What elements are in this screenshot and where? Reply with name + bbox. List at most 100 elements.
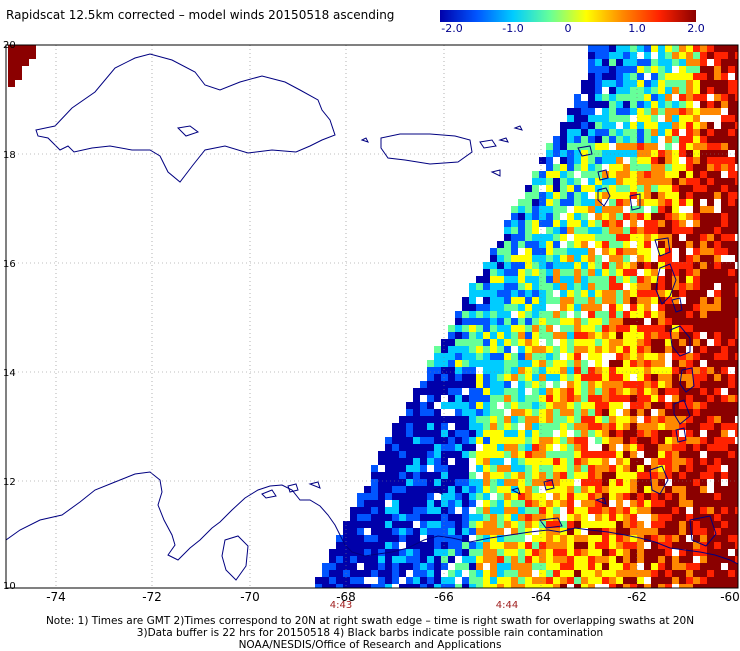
wind-cell: [574, 381, 581, 388]
wind-cell: [490, 388, 497, 395]
wind-cell: [707, 192, 714, 199]
wind-cell: [469, 451, 476, 458]
wind-cell: [476, 416, 483, 423]
wind-cell: [539, 220, 546, 227]
wind-cell: [539, 353, 546, 360]
wind-cell: [504, 416, 511, 423]
wind-cell: [623, 423, 630, 430]
wind-cell: [700, 255, 707, 262]
wind-cell: [581, 80, 588, 87]
wind-cell: [441, 528, 448, 535]
wind-cell: [651, 514, 658, 521]
wind-cell: [504, 290, 511, 297]
wind-cell: [700, 556, 707, 563]
wind-cell: [728, 332, 735, 339]
wind-cell: [609, 87, 616, 94]
wind-cell: [700, 542, 707, 549]
wind-cell: [413, 570, 420, 577]
wind-cell: [574, 360, 581, 367]
wind-cell: [581, 276, 588, 283]
wind-cell: [469, 577, 476, 584]
wind-cell: [462, 409, 469, 416]
wind-cell: [371, 521, 378, 528]
wind-cell: [581, 514, 588, 521]
wind-cell: [658, 248, 665, 255]
wind-cell: [595, 416, 602, 423]
wind-cell: [518, 360, 525, 367]
wind-cell: [532, 423, 539, 430]
wind-cell: [693, 52, 700, 59]
wind-cell: [532, 234, 539, 241]
wind-cell: [497, 332, 504, 339]
wind-cell: [434, 514, 441, 521]
wind-cell: [672, 430, 679, 437]
wind-cell: [427, 479, 434, 486]
wind-cell: [455, 500, 462, 507]
wind-cell: [336, 577, 343, 584]
wind-cell: [546, 444, 553, 451]
wind-cell: [511, 332, 518, 339]
wind-cell: [707, 458, 714, 465]
wind-cell: [476, 479, 483, 486]
wind-cell: [644, 479, 651, 486]
wind-cell: [735, 115, 738, 122]
wind-cell: [483, 479, 490, 486]
wind-cell: [623, 136, 630, 143]
wind-cell: [595, 185, 602, 192]
wind-cell: [651, 528, 658, 535]
wind-cell: [574, 129, 581, 136]
wind-cell: [504, 423, 511, 430]
wind-cell: [560, 332, 567, 339]
wind-cell: [707, 178, 714, 185]
wind-cell: [609, 423, 616, 430]
wind-cell: [609, 360, 616, 367]
wind-cell: [658, 360, 665, 367]
wind-cell: [686, 94, 693, 101]
wind-cell: [525, 409, 532, 416]
wind-cell: [532, 269, 539, 276]
wind-cell: [665, 269, 672, 276]
wind-cell: [609, 465, 616, 472]
wind-cell: [630, 346, 637, 353]
wind-cell: [602, 192, 609, 199]
wind-cell: [560, 416, 567, 423]
wind-cell: [679, 290, 686, 297]
wind-cell: [700, 45, 707, 52]
wind-cell: [455, 514, 462, 521]
wind-cell: [644, 486, 651, 493]
wind-cell: [623, 276, 630, 283]
wind-cell: [672, 80, 679, 87]
wind-cell: [714, 423, 721, 430]
wind-cell: [518, 374, 525, 381]
wind-cell: [665, 556, 672, 563]
wind-cell: [672, 241, 679, 248]
wind-cell: [588, 535, 595, 542]
wind-cell: [364, 535, 371, 542]
wind-cell: [574, 556, 581, 563]
wind-cell: [504, 339, 511, 346]
wind-cell: [672, 227, 679, 234]
wind-cell: [728, 325, 735, 332]
wind-cell: [700, 444, 707, 451]
wind-cell: [602, 423, 609, 430]
wind-cell: [658, 437, 665, 444]
wind-cell: [672, 45, 679, 52]
wind-cell: [609, 549, 616, 556]
wind-cell: [616, 528, 623, 535]
wind-cell: [567, 402, 574, 409]
wind-cell: [665, 458, 672, 465]
wind-cell: [392, 556, 399, 563]
wind-cell: [658, 262, 665, 269]
wind-cell: [567, 276, 574, 283]
wind-cell: [630, 381, 637, 388]
wind-cell: [15, 73, 22, 80]
wind-cell: [574, 220, 581, 227]
wind-cell: [560, 164, 567, 171]
wind-cell: [700, 66, 707, 73]
wind-cell: [665, 115, 672, 122]
wind-cell: [427, 472, 434, 479]
wind-cell: [644, 416, 651, 423]
wind-cell: [434, 528, 441, 535]
wind-cell: [714, 325, 721, 332]
wind-cell: [511, 276, 518, 283]
